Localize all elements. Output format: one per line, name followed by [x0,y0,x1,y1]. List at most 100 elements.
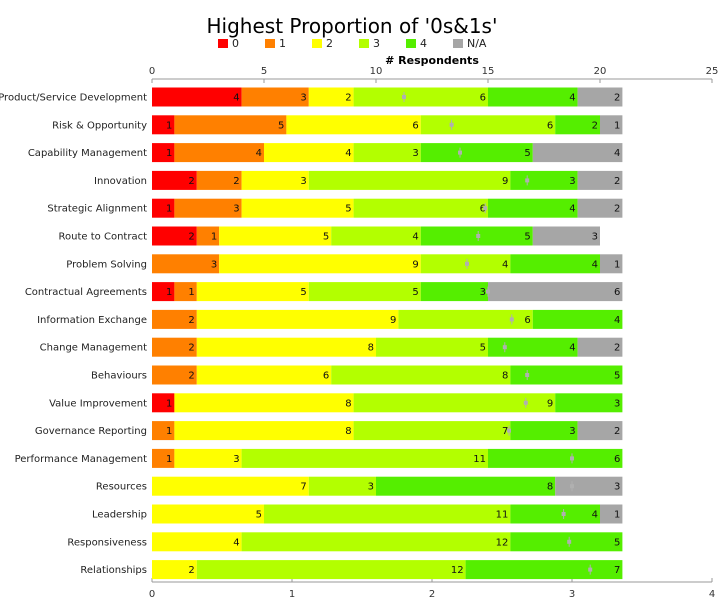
bar-segment [532,226,600,246]
category-label: Relationships [80,565,147,576]
bar-segment [152,337,197,357]
bar-segment [152,198,175,218]
bar-segment-label: 6 [614,287,620,298]
bar-segment-label: 2 [614,343,620,354]
category-label: Resources [96,482,147,493]
bar-segment [174,143,264,163]
bar-segment [174,198,242,218]
chart-title: Highest Proportion of '0s&1s' [207,14,498,38]
bar-segment-label: 2 [614,93,620,104]
bar-segment [241,87,309,107]
category-label: Behaviours [91,371,147,382]
bar-segment-label: 3 [592,232,598,243]
bar-segment-label: 5 [412,287,418,298]
bar-segment [308,282,421,302]
average-marker [483,206,488,211]
average-marker [523,400,528,405]
bar-segment-label: 6 [524,315,530,326]
bar-segment-label: 5 [278,120,284,131]
bar-segment [219,254,421,274]
bar-segment-label: 8 [345,426,351,437]
bar-segment [353,143,421,163]
bar-segment [196,226,220,246]
bar-segment-label: 8 [502,371,508,382]
bar-segment-label: 1 [614,510,620,521]
bar-segment-label: 4 [569,343,575,354]
bar-segment-label: 5 [614,537,620,548]
bottom-axis-tick-label: 0 [149,589,155,600]
bar-segment-label: 2 [233,176,239,187]
bar-segment [152,143,175,163]
bar-segment [152,448,175,468]
bar-segment [353,393,556,413]
average-marker [486,289,490,294]
bar-segment [465,560,623,580]
bar-segment [152,393,175,413]
legend-swatch-2 [312,39,322,48]
bars-group: 4 3 2 6 4 21 5 6 6 2 11 4 4 3 5 42 2 3 9 3 21 3 5 6 4 22 1 5 4 5 33 9 4 4… [152,87,623,580]
bar-segment-label: 3 [233,204,239,215]
top-axis-tick-label: 25 [706,66,719,77]
bar-segment [376,476,556,496]
bar-segment-label: 1 [166,398,172,409]
bar-segment [376,337,488,357]
bar-segment [510,365,623,385]
bar-segment [353,198,488,218]
bar-segment-label: 1 [166,454,172,465]
bar-segment [152,421,175,441]
top-x-axis: 0 5 10 15 20 25 [149,66,719,83]
legend-label-2: 2 [326,37,333,50]
bar-segment-label: 1 [166,120,172,131]
legend-label-3: 3 [373,37,380,50]
category-label: Route to Contract [59,232,148,243]
bar-segment-label: 9 [390,315,396,326]
bar-segment [488,198,578,218]
x-axis-title: # Respondents [385,54,479,67]
bar-segment [600,504,623,524]
bar-segment-label: 6 [614,454,620,465]
bar-segment [152,115,175,135]
legend-swatch-3 [359,39,369,48]
bar-segment [510,170,578,190]
bar-segment-label: 5 [480,343,486,354]
legend-swatch-na [453,39,463,48]
bar-segment [152,282,175,302]
category-label: Governance Reporting [35,426,147,437]
average-marker [567,539,572,544]
bar-segment [174,393,354,413]
bar-segment-label: 5 [524,232,530,243]
bar-segment-label: 4 [412,232,418,243]
bar-segment-label: 2 [188,343,194,354]
bar-segment [488,282,623,302]
bar-segment-label: 9 [502,176,508,187]
legend-label-0: 0 [232,37,239,50]
bar-segment-label: 9 [412,259,418,270]
bar-segment-label: 1 [166,148,172,159]
bar-segment [600,115,623,135]
bar-segment [577,198,623,218]
bar-segment [420,143,533,163]
bar-segment-label: 4 [592,259,598,270]
bar-segment-label: 7 [502,426,508,437]
bar-segment [152,365,197,385]
average-marker [476,234,481,238]
bar-segment-label: 11 [496,510,509,521]
category-labels: Product/Service Development Risk & Opport… [0,93,147,577]
bar-segment-label: 4 [614,315,620,326]
bar-segment-label: 3 [368,482,374,493]
bar-segment [219,226,332,246]
bottom-axis-tick-label: 3 [569,589,575,600]
bar-segment [532,309,623,329]
bar-segment-label: 1 [166,426,172,437]
bar-segment-label: 1 [211,232,217,243]
bar-segment-label: 4 [233,537,239,548]
bar-segment-label: 8 [345,398,351,409]
bar-segment [398,309,533,329]
bar-segment-label: 1 [166,204,172,215]
bar-segment [241,170,309,190]
bar-segment [353,421,511,441]
bar-segment [241,198,354,218]
legend-label-1: 1 [279,37,286,50]
bar-segment-label: 6 [480,204,486,215]
bar-segment-label: 3 [300,93,306,104]
